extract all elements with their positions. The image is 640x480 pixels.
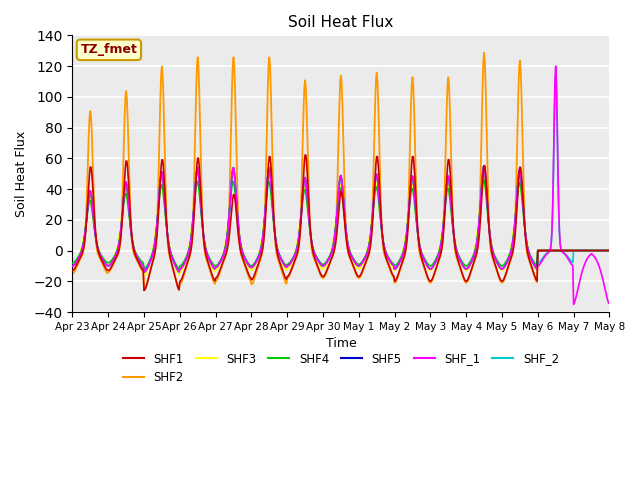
- Y-axis label: Soil Heat Flux: Soil Heat Flux: [15, 131, 28, 217]
- Title: Soil Heat Flux: Soil Heat Flux: [288, 15, 394, 30]
- X-axis label: Time: Time: [326, 337, 356, 350]
- Text: TZ_fmet: TZ_fmet: [81, 43, 138, 56]
- Legend: SHF1, SHF2, SHF3, SHF4, SHF5, SHF_1, SHF_2: SHF1, SHF2, SHF3, SHF4, SHF5, SHF_1, SHF…: [118, 348, 564, 389]
